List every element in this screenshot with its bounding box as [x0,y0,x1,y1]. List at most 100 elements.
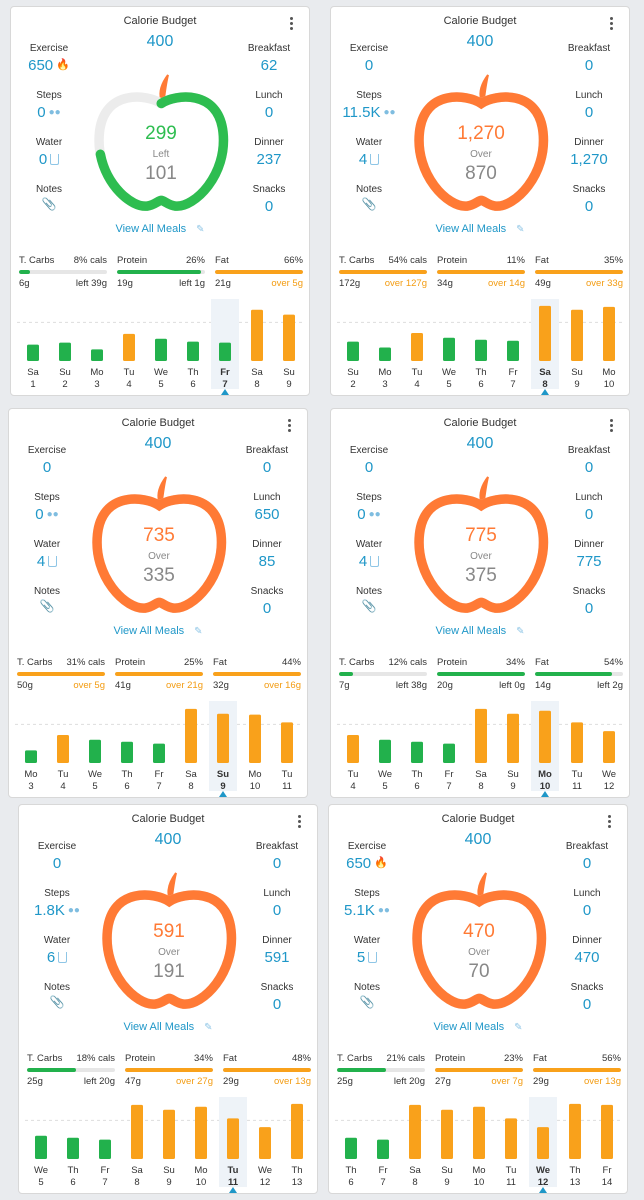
breakfast-stat[interactable]: Breakfast 62 [239,43,299,74]
pencil-icon[interactable]: ✎ [194,626,203,637]
day-bar[interactable] [27,344,39,361]
apple-progress-ring[interactable] [406,471,556,621]
dinner-stat[interactable]: Dinner 775 [559,539,619,570]
lunch-stat[interactable]: Lunch 0 [557,888,617,919]
day-bar[interactable] [441,1109,453,1159]
day-bar[interactable] [187,341,199,361]
day-bar[interactable] [379,347,391,361]
day-bar[interactable] [195,1106,207,1159]
apple-progress-ring[interactable] [86,69,236,219]
snacks-stat[interactable]: Snacks 0 [559,586,619,617]
day-bar[interactable] [123,333,135,361]
day-bar[interactable] [259,1127,271,1159]
exercise-stat[interactable]: Exercise 0 [29,841,85,872]
apple-progress-ring[interactable] [404,867,554,1017]
water-stat[interactable]: Water 4 [341,539,397,570]
day-bar[interactable] [25,750,37,763]
water-stat[interactable]: Water 0 [21,137,77,168]
day-bar[interactable] [537,1127,549,1159]
dinner-stat[interactable]: Dinner 237 [239,137,299,168]
view-all-meals-link[interactable]: View All Meals ✎ [329,1021,627,1033]
view-all-meals-link[interactable]: View All Meals ✎ [19,1021,317,1033]
day-bar[interactable] [153,743,165,763]
lunch-stat[interactable]: Lunch 0 [559,90,619,121]
steps-stat[interactable]: Steps 5.1K ●● [339,888,395,919]
day-bar[interactable] [251,309,263,361]
pencil-icon[interactable]: ✎ [514,1022,523,1033]
more-menu-icon[interactable] [603,13,619,33]
paperclip-icon[interactable]: 📎 [39,599,55,613]
notes-stat[interactable]: Notes 📎 [19,586,75,612]
paperclip-icon[interactable]: 📎 [361,599,377,613]
day-bar[interactable] [603,731,615,763]
day-bar[interactable] [475,339,487,361]
exercise-stat[interactable]: Exercise 0 [341,43,397,74]
day-bar[interactable] [443,743,455,763]
day-bar[interactable] [283,314,295,361]
day-bar[interactable] [603,306,615,361]
day-bar[interactable] [539,305,551,361]
day-bar[interactable] [249,714,261,763]
day-bar[interactable] [345,1137,357,1159]
snacks-stat[interactable]: Snacks 0 [247,982,307,1013]
more-menu-icon[interactable] [601,811,617,831]
more-menu-icon[interactable] [281,415,297,435]
day-bar[interactable] [99,1139,111,1159]
notes-stat[interactable]: Notes 📎 [339,982,395,1008]
day-bar[interactable] [91,349,103,361]
paperclip-icon[interactable]: 📎 [361,197,377,211]
day-bar[interactable] [57,734,69,763]
day-bar[interactable] [185,708,197,763]
notes-stat[interactable]: Notes 📎 [341,586,397,612]
steps-stat[interactable]: Steps 0 ●● [21,90,77,121]
day-bar[interactable] [227,1118,239,1159]
water-stat[interactable]: Water 5 [339,935,395,966]
water-stat[interactable]: Water 4 [19,539,75,570]
apple-progress-ring[interactable] [84,471,234,621]
more-menu-icon[interactable] [291,811,307,831]
day-bar[interactable] [411,332,423,361]
day-bar[interactable] [67,1137,79,1159]
pencil-icon[interactable]: ✎ [516,626,525,637]
snacks-stat[interactable]: Snacks 0 [557,982,617,1013]
view-all-meals-link[interactable]: View All Meals ✎ [9,625,307,637]
more-menu-icon[interactable] [603,415,619,435]
day-bar[interactable] [217,713,229,763]
steps-stat[interactable]: Steps 0 ●● [341,492,397,523]
day-bar[interactable] [347,341,359,361]
dinner-stat[interactable]: Dinner 591 [247,935,307,966]
day-bar[interactable] [377,1139,389,1159]
view-all-meals-link[interactable]: View All Meals ✎ [331,625,629,637]
more-menu-icon[interactable] [283,13,299,33]
day-bar[interactable] [443,337,455,361]
paperclip-icon[interactable]: 📎 [359,995,375,1009]
notes-stat[interactable]: Notes 📎 [341,184,397,210]
day-bar[interactable] [347,734,359,763]
exercise-stat[interactable]: Exercise 0 [19,445,75,476]
apple-progress-ring[interactable] [406,69,556,219]
dinner-stat[interactable]: Dinner 85 [237,539,297,570]
day-bar[interactable] [281,722,293,763]
dinner-stat[interactable]: Dinner 470 [557,935,617,966]
breakfast-stat[interactable]: Breakfast 0 [559,43,619,74]
day-bar[interactable] [89,739,101,763]
pencil-icon[interactable]: ✎ [516,224,525,235]
day-bar[interactable] [505,1118,517,1159]
day-bar[interactable] [291,1103,303,1159]
exercise-stat[interactable]: Exercise 650 🔥 [21,43,77,74]
day-bar[interactable] [571,309,583,361]
day-bar[interactable] [507,340,519,361]
steps-stat[interactable]: Steps 1.8K ●● [29,888,85,919]
day-bar[interactable] [131,1104,143,1159]
apple-progress-ring[interactable] [94,867,244,1017]
day-bar[interactable] [601,1104,613,1159]
lunch-stat[interactable]: Lunch 0 [247,888,307,919]
notes-stat[interactable]: Notes 📎 [21,184,77,210]
notes-stat[interactable]: Notes 📎 [29,982,85,1008]
day-bar[interactable] [473,1106,485,1159]
day-bar[interactable] [571,722,583,763]
breakfast-stat[interactable]: Breakfast 0 [557,841,617,872]
day-bar[interactable] [379,739,391,763]
day-bar[interactable] [475,708,487,763]
day-bar[interactable] [35,1135,47,1159]
